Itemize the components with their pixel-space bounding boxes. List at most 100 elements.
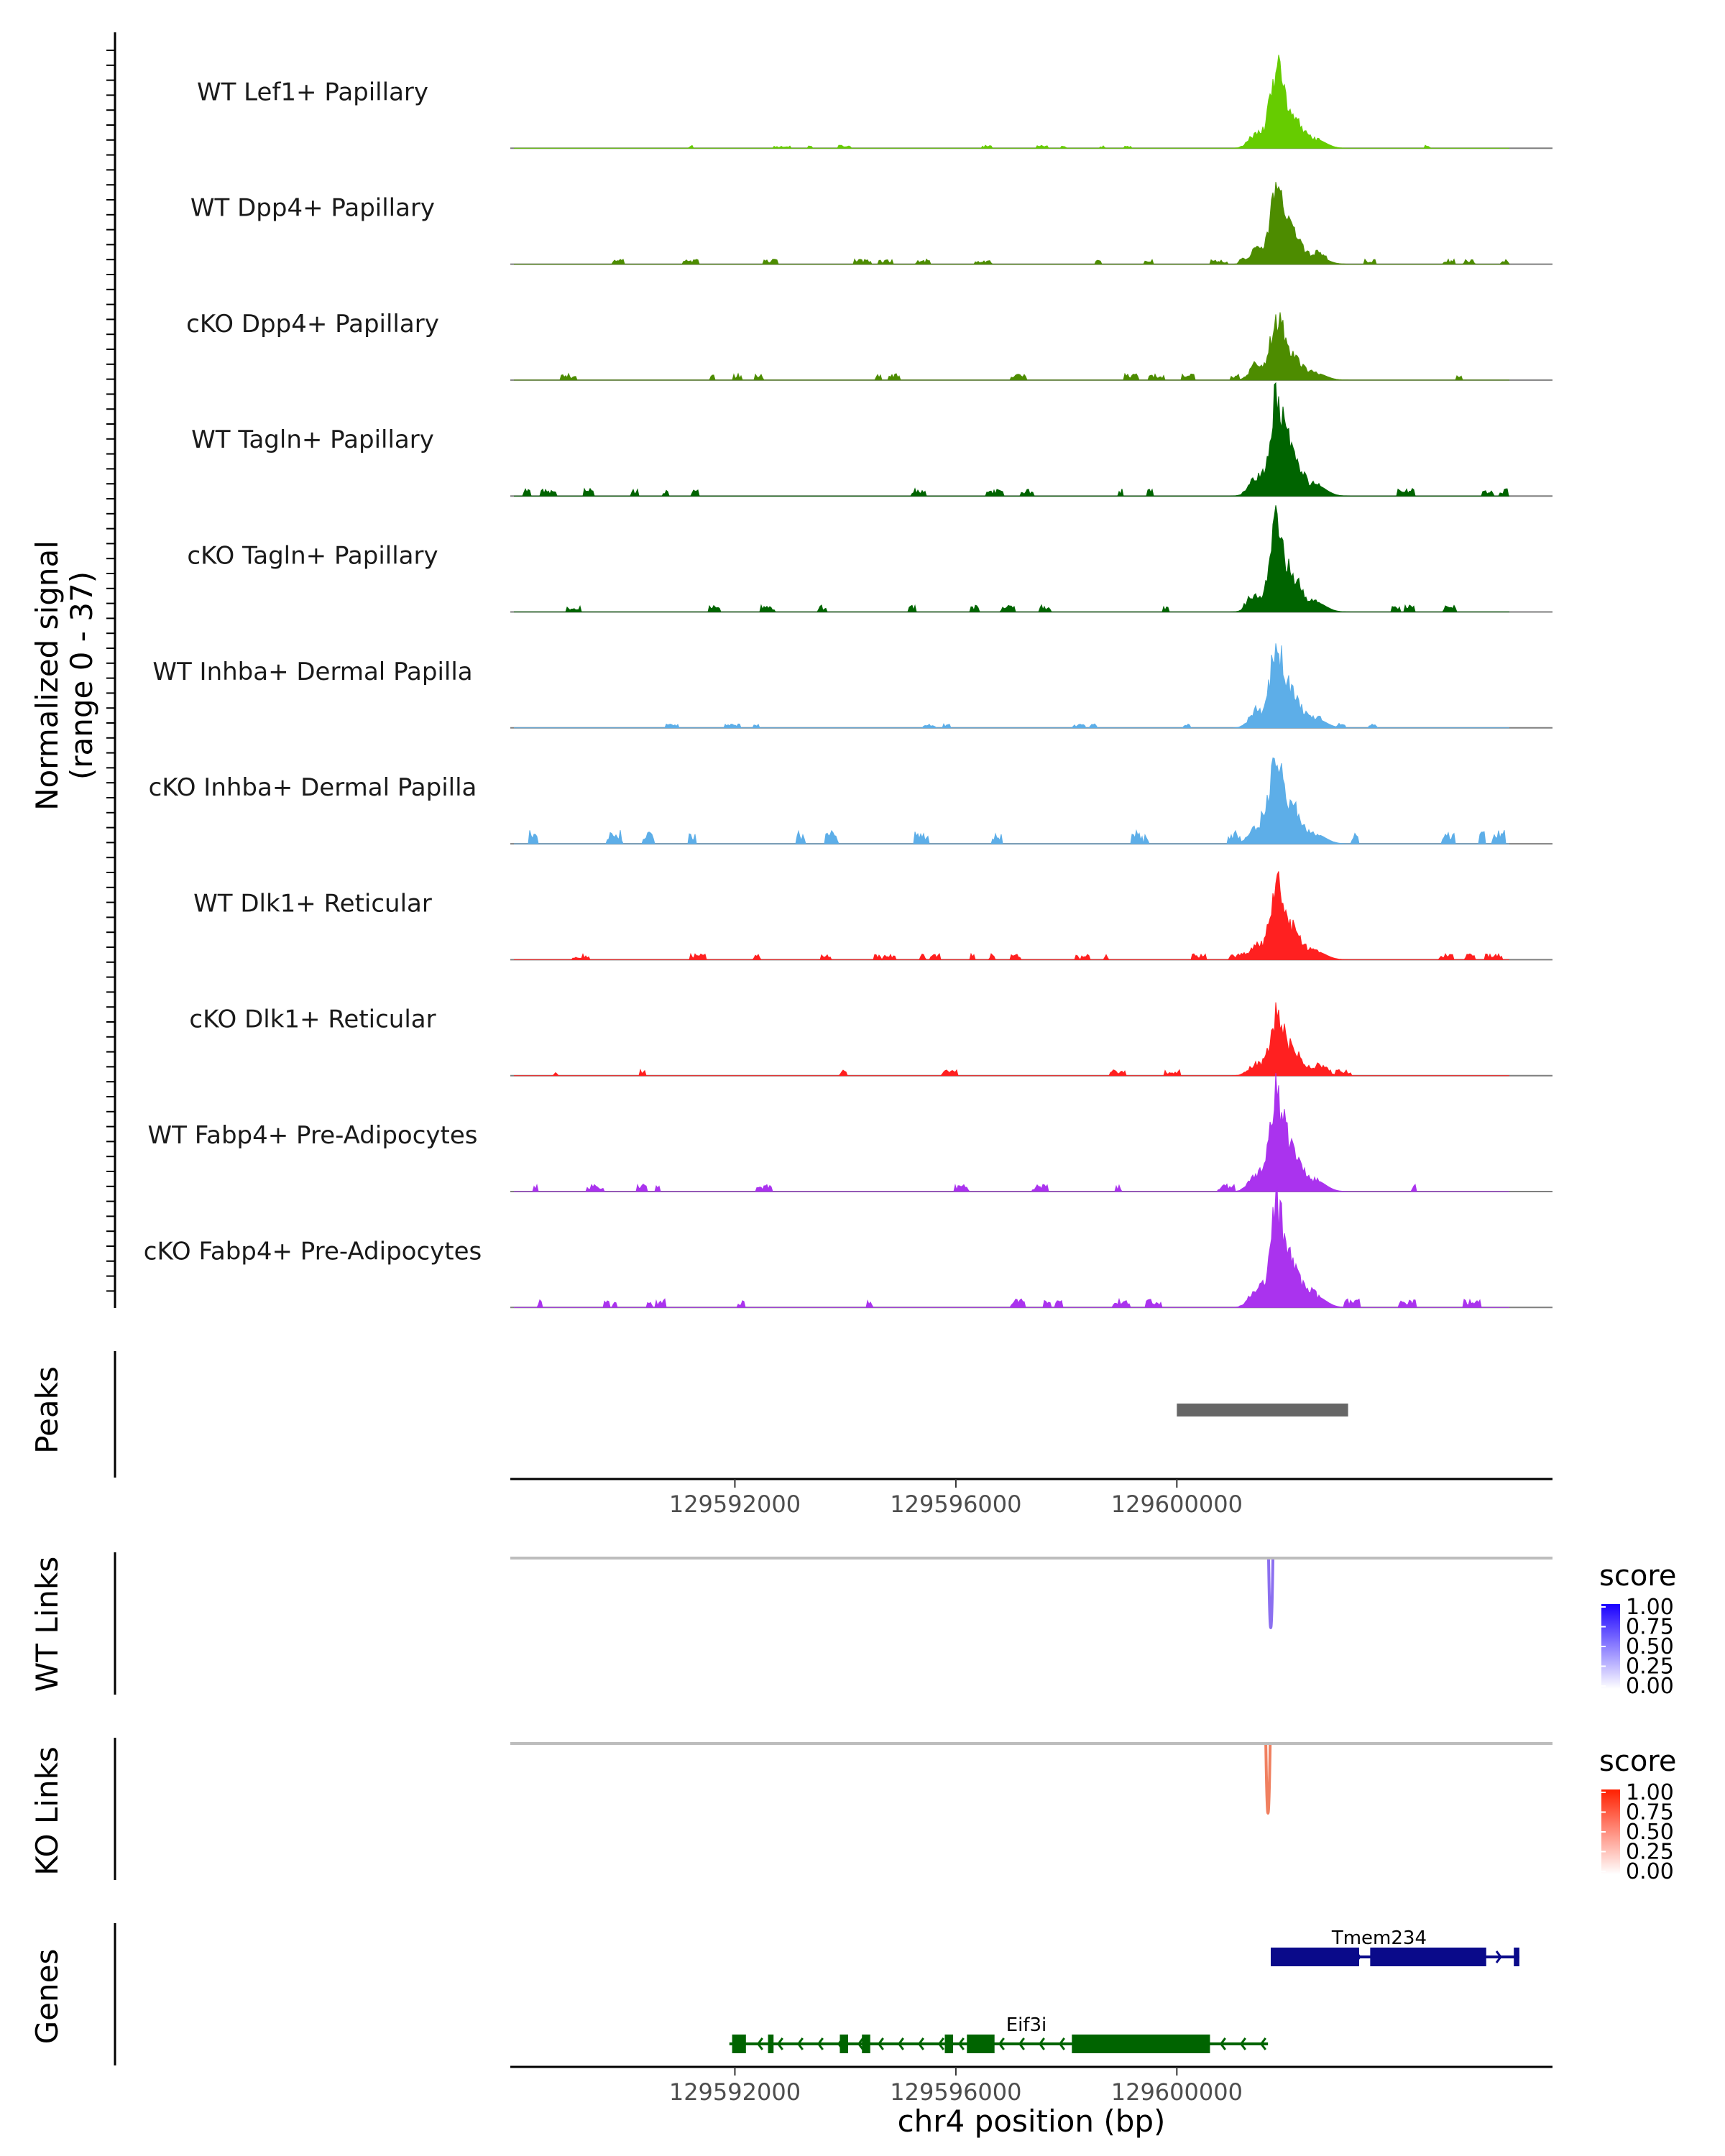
track-signal-area [514,182,1510,265]
track-signal-area [514,1073,1509,1192]
gene-strand-chevron [957,2037,965,2050]
legend-tick-label: 0.25 [1626,1654,1674,1680]
track-6: cKO Inhba+ Dermal Papilla [149,757,1552,845]
track-3: WT Tagln+ Papillary [191,382,1552,497]
legend-tick-label: 1.00 [1626,1595,1674,1620]
gene-strand-chevron [816,2037,824,2050]
bottom-x-axis-ticks: 129592000 129596000 129600000 [669,2067,1243,2106]
gene-exon [768,2035,774,2053]
gene-strand-chevron [897,2037,904,2050]
gene-exon [1370,1948,1486,1966]
gene-strand-chevron [1038,2037,1045,2050]
signal-y-axis-ticks [106,50,115,1292]
legend-tick-label: 0.00 [1626,1859,1674,1884]
ko-legend-title: score [1599,1745,1676,1778]
track-label: cKO Dpp4+ Papillary [186,310,439,338]
gene-strand-chevron [1018,2037,1025,2050]
wt-legend-ticks: 1.000.750.500.250.00 [1601,1595,1674,1699]
track-signal-area [514,55,1509,149]
track-7: WT Dlk1+ Reticular [193,871,1552,961]
track-label: cKO Tagln+ Papillary [187,542,438,571]
gene-strand-chevron [1058,2037,1065,2050]
peak-region [1177,1404,1348,1416]
gene-exon [1514,1948,1519,1966]
legend-tick-label: 0.75 [1626,1615,1674,1640]
gene-exon [967,2035,995,2053]
gene-tmem234: Tmem234 [1271,1927,1519,1966]
gene-strand-chevron [756,2037,763,2050]
track-label: WT Lef1+ Papillary [197,78,428,106]
track-label: cKO Inhba+ Dermal Papilla [149,773,477,802]
gene-exon [732,2035,746,2053]
legend-tick-label: 1.00 [1626,1780,1674,1805]
track-label: WT Fabp4+ Pre-Adipocytes [148,1121,478,1150]
gene-exon [840,2035,849,2053]
track-4: cKO Tagln+ Papillary [187,505,1552,613]
legend-tick-label: 0.25 [1626,1840,1674,1865]
y-axis-title-line1: Normalized signal [29,540,65,811]
track-9: WT Fabp4+ Pre-Adipocytes [148,1073,1552,1192]
track-label: WT Dlk1+ Reticular [193,889,432,918]
track-8: cKO Dlk1+ Reticular [189,1002,1552,1077]
gene-exon [1271,1948,1359,1966]
gene-strand-chevron [1239,2037,1246,2050]
track-label: cKO Dlk1+ Reticular [189,1005,436,1034]
gene-exon [1072,2035,1210,2053]
track-1: WT Dpp4+ Papillary [190,182,1552,265]
track-0: WT Lef1+ Papillary [197,55,1552,149]
x-tick-label: 129600000 [1111,1491,1243,1518]
gene-strand-chevron [857,2037,864,2050]
y-axis-title-line2: (range 0 - 37) [64,571,99,780]
gene-exon [944,2035,954,2053]
peaks-track [1177,1404,1348,1416]
track-signal-area [514,757,1509,844]
wt-legend-title: score [1599,1560,1676,1593]
x-tick-label: 129600000 [1111,2078,1243,2106]
track-signal-area [514,505,1509,612]
track-signal-area [514,871,1509,961]
track-label: WT Tagln+ Papillary [191,425,434,454]
track-signal-area [514,1187,1509,1308]
gene-strand-chevron [877,2037,884,2050]
gene-name-label: Eif3i [1006,2014,1047,2036]
gene-strand-chevron [917,2037,924,2050]
x-tick-label: 129592000 [669,1491,801,1518]
gene-exon [862,2035,870,2053]
track-signal-area [514,382,1509,497]
track-2: cKO Dpp4+ Papillary [186,310,1552,381]
x-tick-label: 129596000 [890,2078,1021,2106]
gene-name-label: Tmem234 [1331,1927,1427,1949]
track-10: cKO Fabp4+ Pre-Adipocytes [144,1187,1552,1309]
x-tick-label: 129592000 [669,2078,801,2106]
signal-tracks: WT Lef1+ Papillary WT Dpp4+ Papillary cKO … [144,55,1552,1309]
gene-strand-chevron [796,2037,804,2050]
gene-eif3i: Eif3i [729,2014,1269,2053]
ko-legend-ticks: 1.000.750.500.250.00 [1601,1780,1674,1884]
genes-track: Tmem234 Eif3i [729,1927,1519,2053]
middle-x-axis-ticks: 129592000 129596000 129600000 [669,1479,1243,1518]
gene-strand-chevron [1259,2037,1266,2050]
track-signal-area [514,1002,1509,1077]
legend-tick-label: 0.00 [1626,1674,1674,1699]
gene-strand-chevron [937,2037,944,2050]
track-signal-area [514,643,1509,729]
gene-strand-chevron [1495,1950,1502,1963]
track-label: WT Inhba+ Dermal Papilla [152,658,472,686]
legend-tick-label: 0.75 [1626,1800,1674,1825]
track-signal-area [514,312,1509,381]
legend-tick-label: 0.50 [1626,1820,1674,1845]
peaks-track-label: Peaks [29,1366,65,1454]
x-axis-title: chr4 position (bp) [898,2104,1166,2139]
gene-strand-chevron [776,2037,783,2050]
wt-links-track-label: WT Links [29,1557,65,1692]
link-arc [1264,1744,1272,1815]
ko-links-track [1264,1744,1272,1815]
gene-strand-chevron [1219,2037,1226,2050]
gene-strand-chevron [998,2037,1005,2050]
track-5: WT Inhba+ Dermal Papilla [152,643,1552,729]
link-arc [1267,1559,1275,1629]
genes-track-label: Genes [29,1949,65,2045]
track-label: WT Dpp4+ Papillary [190,194,435,223]
legend-tick-label: 0.50 [1626,1634,1674,1659]
